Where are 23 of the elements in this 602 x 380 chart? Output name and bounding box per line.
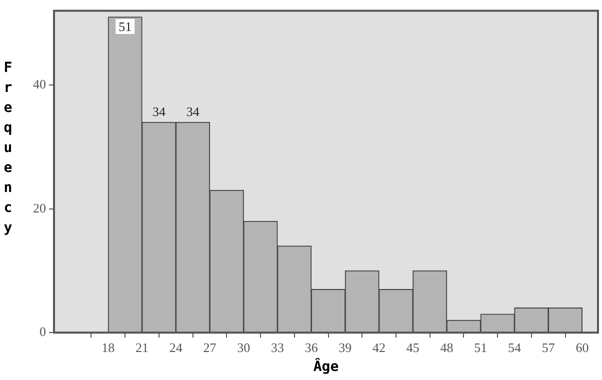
data-label: 51 [118,18,132,34]
x-tick-label: 18 [102,340,115,355]
x-axis-title: Âge [313,358,339,376]
x-tick-label: 27 [203,340,217,355]
data-label: 34 [186,104,200,120]
x-tick-label: 51 [474,340,488,355]
x-tick-label: 48 [440,340,454,355]
x-tick-label: 45 [406,340,420,355]
x-tick-label: 33 [270,340,284,355]
x-tick-label: 42 [372,340,386,355]
x-tick-label: 54 [508,340,522,355]
data-label: 34 [152,104,166,120]
x-tick-label: 60 [576,340,589,355]
x-tick-label: 57 [542,340,556,355]
x-tick-label: 39 [338,340,352,355]
y-axis-title: Frequency [0,60,17,240]
y-tick-label: 40 [33,76,46,92]
x-tick-label: 36 [304,340,318,355]
y-tick-label: 20 [33,200,46,216]
x-tick-label: 30 [237,340,250,355]
x-tick-label: 21 [136,340,149,355]
x-tick-label: 24 [169,340,183,355]
y-tick-label: 0 [40,324,46,340]
